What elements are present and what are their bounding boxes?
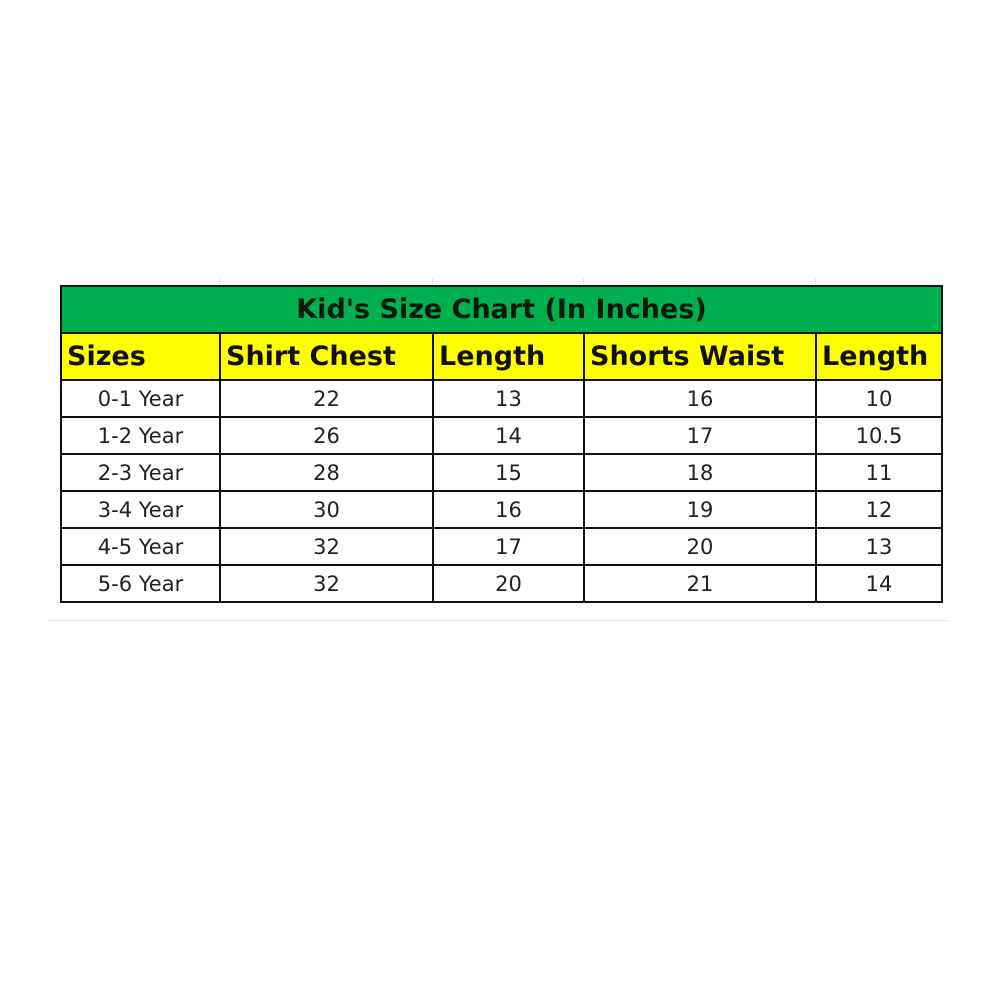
table-row: 4-5 Year 32 17 20 13 [60,527,944,566]
title-row: Kid's Size Chart (In Inches) [59,285,944,334]
measurement-cell: 13 [814,527,944,566]
sheet-gridline [583,278,584,286]
measurement-cell: 14 [432,416,585,455]
table-row: 2-3 Year 28 15 18 11 [60,453,944,492]
size-label-cell: 3-4 Year [60,490,221,529]
size-label-cell: 1-2 Year [60,416,221,455]
measurement-cell: 10 [814,379,944,418]
column-header: Sizes [60,332,221,381]
sheet-gridline [48,620,948,621]
measurement-cell: 16 [583,379,817,418]
measurement-cell: 21 [583,564,817,603]
size-label-cell: 4-5 Year [60,527,221,566]
measurement-cell: 17 [432,527,585,566]
table-row: 1-2 Year 26 14 17 10.5 [60,416,944,455]
column-header: Shirt Chest [219,332,434,381]
measurement-cell: 19 [583,490,817,529]
sheet-gridline [219,278,220,286]
measurement-cell: 18 [583,453,817,492]
table-row: 5-6 Year 32 20 21 14 [60,564,944,603]
measurement-cell: 20 [583,527,817,566]
size-label-cell: 0-1 Year [60,379,221,418]
measurement-cell: 32 [219,564,434,603]
column-header: Length [814,332,944,381]
measurement-cell: 20 [432,564,585,603]
table-row: 3-4 Year 30 16 19 12 [60,490,944,529]
size-chart-table: Kid's Size Chart (In Inches) Sizes Shirt … [59,285,944,603]
size-label-cell: 5-6 Year [60,564,221,603]
table-row: 0-1 Year 22 13 16 10 [60,379,944,418]
measurement-cell: 16 [432,490,585,529]
measurement-cell: 17 [583,416,817,455]
measurement-cell: 11 [814,453,944,492]
sheet-gridline [432,278,433,286]
measurement-cell: 30 [219,490,434,529]
measurement-cell: 13 [432,379,585,418]
sheet-gridline [815,278,816,286]
size-label-cell: 2-3 Year [60,453,221,492]
header-row: Sizes Shirt Chest Length Shorts Waist Length [60,332,944,381]
measurement-cell: 12 [814,490,944,529]
measurement-cell: 15 [432,453,585,492]
column-header: Shorts Waist [583,332,817,381]
measurement-cell: 10.5 [814,416,944,455]
measurement-cell: 26 [219,416,434,455]
measurement-cell: 14 [814,564,944,603]
column-header: Length [432,332,585,381]
table-title: Kid's Size Chart (In Inches) [59,285,944,334]
measurement-cell: 28 [219,453,434,492]
measurement-cell: 22 [219,379,434,418]
measurement-cell: 32 [219,527,434,566]
